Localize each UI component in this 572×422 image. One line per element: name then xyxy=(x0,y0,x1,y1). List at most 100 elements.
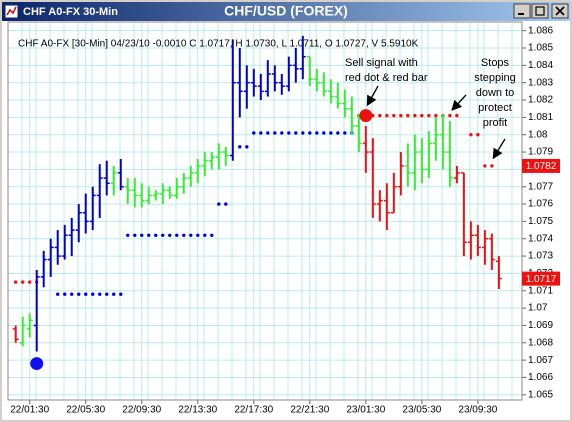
x-tick-label: 22/09:30 xyxy=(122,405,161,416)
stop-dot xyxy=(84,292,88,296)
stop-dot xyxy=(434,113,438,118)
stop-dot xyxy=(154,233,158,237)
stop-dot xyxy=(448,113,452,118)
y-tick-label: 1.068 xyxy=(528,337,553,348)
y-tick-label: 1.082 xyxy=(528,95,553,106)
y-tick-label: 1.065 xyxy=(528,389,553,400)
chart-title: CHF/USD (FOREX) xyxy=(224,3,348,19)
stop-dot xyxy=(392,113,396,118)
x-tick-label: 22/21:30 xyxy=(290,405,329,416)
y-tick-label: 1.074 xyxy=(528,233,553,244)
y-tick-label: 1.071 xyxy=(528,285,553,296)
stop-dot xyxy=(147,233,151,237)
stop-dot xyxy=(490,164,494,168)
y-tick-label: 1.079 xyxy=(528,147,553,158)
signal-dot xyxy=(359,109,373,123)
stop-dot xyxy=(189,233,193,237)
stop-dot xyxy=(336,131,340,135)
window-title: CHF A0-FX 30-Min xyxy=(23,6,118,18)
minimize-button[interactable] xyxy=(513,3,531,19)
annotation: down to xyxy=(476,87,515,99)
chart-background xyxy=(2,21,570,420)
x-tick-label: 23/09:30 xyxy=(458,405,497,416)
title-bar xyxy=(2,2,570,21)
stop-dot xyxy=(420,113,424,118)
annotation: protect xyxy=(478,102,512,114)
stop-dot xyxy=(329,131,333,135)
y-tick-label: 1.073 xyxy=(528,251,553,262)
stop-dot xyxy=(140,233,144,237)
stop-dot xyxy=(385,113,389,118)
stop-dot xyxy=(21,280,25,284)
stop-dot xyxy=(14,280,18,284)
stop-dot xyxy=(280,131,284,135)
x-tick-label: 23/05:30 xyxy=(402,405,441,416)
y-tick-label: 1.083 xyxy=(528,77,553,88)
x-tick-label: 23/01:30 xyxy=(346,405,385,416)
stop-dot xyxy=(217,202,221,206)
stop-dot xyxy=(245,145,249,149)
stop-dot xyxy=(175,233,179,237)
arrow xyxy=(366,85,379,107)
annotation-arrows xyxy=(366,85,506,160)
x-tick-label: 22/01:30 xyxy=(10,405,49,416)
price-label: 1.0717 xyxy=(526,274,557,285)
close-icon xyxy=(555,6,565,16)
stop-dot xyxy=(28,280,32,284)
y-tick-label: 1.075 xyxy=(528,216,553,227)
maximize-button[interactable] xyxy=(531,3,549,19)
stop-dot xyxy=(287,131,291,135)
annotation: Stops xyxy=(481,57,510,69)
y-tick-label: 1.085 xyxy=(528,43,553,54)
stop-dot xyxy=(266,131,270,135)
stop-dot xyxy=(210,233,214,237)
arrow xyxy=(492,138,506,160)
signal-dot xyxy=(30,357,44,371)
stop-dot xyxy=(315,131,319,135)
annotation: Sell signal with xyxy=(345,57,418,69)
stop-dot xyxy=(413,113,417,118)
stop-dot xyxy=(133,233,137,237)
y-tick-label: 1.07 xyxy=(528,303,548,314)
x-tick-label: 22/17:30 xyxy=(234,405,273,416)
price-label: 1.0782 xyxy=(526,161,557,172)
stop-dot xyxy=(112,292,116,296)
stop-dot xyxy=(126,233,130,237)
y-tick-label: 1.08 xyxy=(528,129,548,140)
y-tick-label: 1.067 xyxy=(528,355,553,366)
stop-dot xyxy=(476,133,480,137)
window-icon-graph xyxy=(6,6,17,16)
stop-dot xyxy=(378,113,382,118)
info-line: CHF A0-FX [30-Min] 04/23/10 -0.0010 C 1.… xyxy=(18,39,419,50)
stop-dot xyxy=(343,131,347,135)
stop-dot xyxy=(273,131,277,135)
stop-dot xyxy=(203,233,207,237)
plot-border xyxy=(7,21,523,401)
labels: 1.0651.0661.0671.0681.0691.071.0711.0721… xyxy=(10,25,560,416)
annotation: profit xyxy=(483,117,507,129)
y-tick-label: 1.076 xyxy=(528,199,553,210)
stop-dot xyxy=(399,113,403,118)
marks xyxy=(12,35,502,371)
stop-dot xyxy=(259,131,263,135)
stop-dot xyxy=(301,131,305,135)
stop-dot xyxy=(63,292,67,296)
stop-dot xyxy=(196,233,200,237)
window-buttons xyxy=(513,3,569,19)
x-tick-label: 22/05:30 xyxy=(66,405,105,416)
stop-dot xyxy=(322,131,326,135)
annotation: stepping xyxy=(474,72,516,84)
y-tick-label: 1.066 xyxy=(528,372,553,383)
stop-dot xyxy=(98,292,102,296)
stop-dot xyxy=(161,233,165,237)
y-tick-label: 1.069 xyxy=(528,320,553,331)
price-label-box xyxy=(522,158,560,173)
y-tick-label: 1.077 xyxy=(528,181,553,192)
stop-dot xyxy=(427,113,431,118)
stop-dot xyxy=(455,113,459,118)
stop-dot xyxy=(238,145,242,149)
maximize-icon xyxy=(535,6,545,16)
y-tick-label: 1.084 xyxy=(528,60,553,71)
stop-dot xyxy=(308,131,312,135)
